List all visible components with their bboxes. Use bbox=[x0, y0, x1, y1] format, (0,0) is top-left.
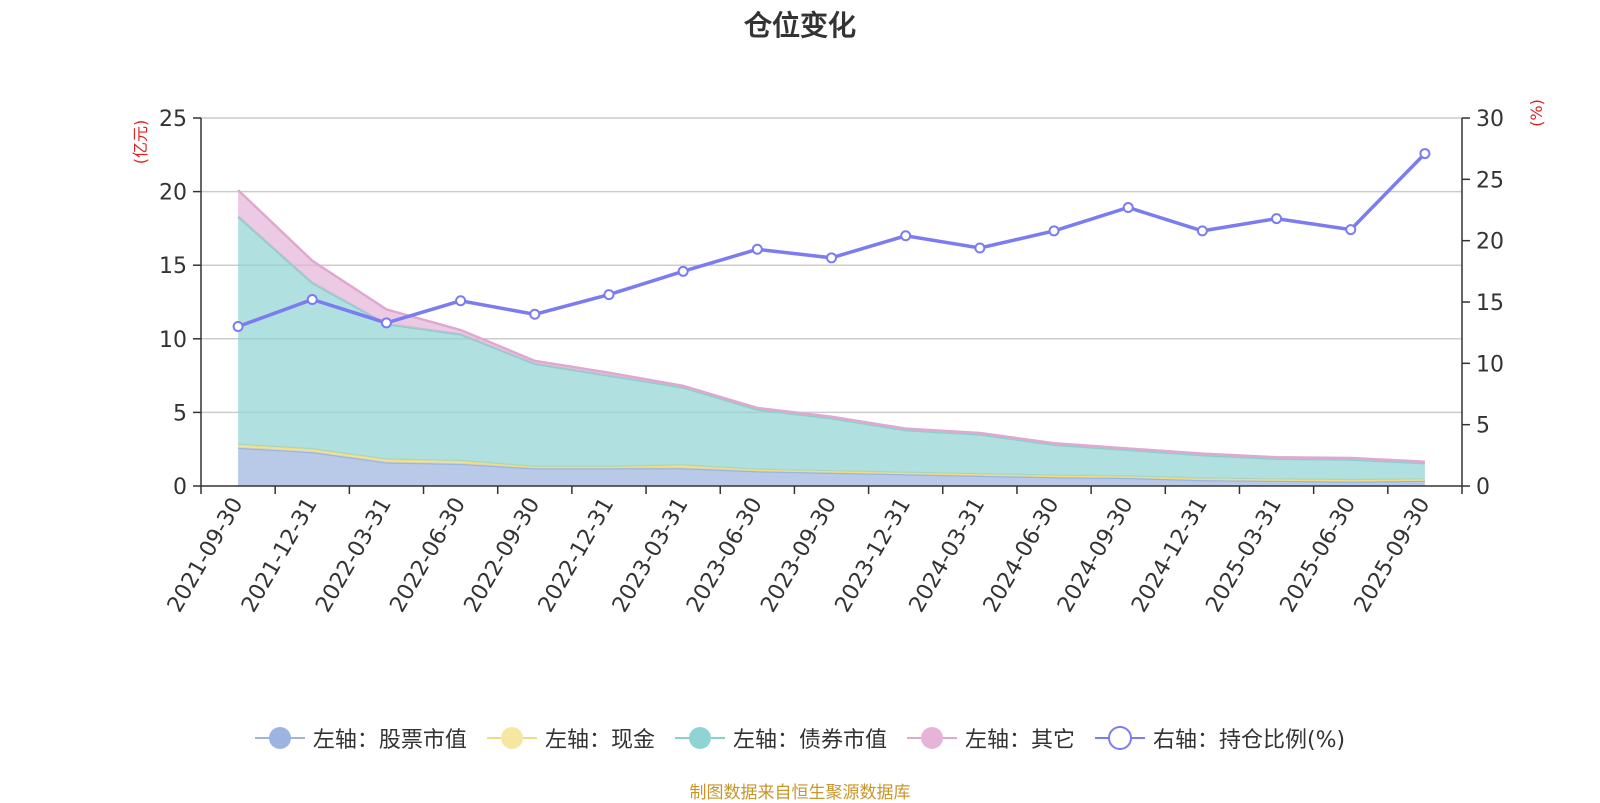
right-tick-label: 30 bbox=[1476, 107, 1504, 132]
legend-item-3[interactable]: 左轴：其它 bbox=[906, 722, 1075, 754]
ratio-point bbox=[826, 252, 837, 264]
legend-item-1[interactable]: 左轴：现金 bbox=[486, 722, 655, 754]
left-axis-unit: (亿元) bbox=[131, 120, 150, 165]
right-tick-label: 15 bbox=[1476, 291, 1504, 316]
legend-swatch-icon bbox=[906, 727, 957, 749]
right-tick-label: 0 bbox=[1476, 475, 1490, 500]
right-tick-label: 10 bbox=[1476, 352, 1504, 377]
left-tick-label: 25 bbox=[159, 107, 187, 132]
legend-item-2[interactable]: 左轴：债券市值 bbox=[674, 722, 887, 754]
legend-swatch-icon bbox=[254, 727, 305, 749]
right-tick-label: 5 bbox=[1476, 414, 1490, 439]
left-tick-label: 10 bbox=[159, 328, 187, 353]
x-tick-label: 2025-06-30 bbox=[1276, 494, 1362, 617]
x-tick-label: 2022-03-31 bbox=[311, 494, 397, 617]
left-tick-label: 5 bbox=[173, 401, 187, 426]
legend: 左轴：股票市值 左轴：现金 左轴：债券市值 左轴：其它 右轴：持仓比例(%) bbox=[0, 722, 1600, 754]
left-tick-label: 15 bbox=[159, 254, 187, 279]
ratio-point bbox=[306, 294, 318, 306]
left-tick-label: 0 bbox=[173, 475, 187, 500]
source-note: 制图数据来自恒生聚源数据库 bbox=[689, 783, 911, 803]
ratio-point bbox=[232, 321, 244, 333]
x-tick-label: 2021-09-30 bbox=[163, 494, 249, 617]
ratio-point bbox=[1196, 225, 1208, 237]
x-tick-label: 2021-12-31 bbox=[237, 494, 323, 617]
ratio-point bbox=[380, 317, 392, 329]
legend-swatch-icon bbox=[1094, 726, 1145, 750]
ratio-point bbox=[1271, 213, 1283, 225]
legend-swatch-icon bbox=[674, 727, 725, 749]
x-tick-label: 2024-09-30 bbox=[1053, 494, 1139, 617]
area-series-2 bbox=[238, 216, 1425, 481]
area-line-3 bbox=[237, 189, 1425, 463]
x-tick-label: 2024-12-31 bbox=[1127, 494, 1213, 617]
x-tick-label: 2022-12-31 bbox=[534, 494, 620, 617]
ratio-point bbox=[677, 265, 689, 277]
chart-title: 仓位变化 bbox=[743, 9, 856, 42]
right-tick-label: 20 bbox=[1476, 230, 1504, 255]
x-tick-label: 2025-09-30 bbox=[1350, 494, 1436, 617]
x-tick-label: 2023-12-31 bbox=[830, 494, 916, 617]
x-tick-label: 2023-03-31 bbox=[608, 494, 694, 617]
legend-label: 左轴：债券市值 bbox=[732, 728, 887, 753]
ratio-point bbox=[1122, 202, 1134, 214]
legend-label: 左轴：现金 bbox=[544, 728, 655, 753]
x-tick-label: 2024-03-31 bbox=[905, 494, 991, 617]
x-tick-label: 2022-09-30 bbox=[460, 494, 546, 617]
x-tick-label: 2025-03-31 bbox=[1201, 494, 1287, 617]
legend-label: 右轴：持仓比例(%) bbox=[1152, 728, 1346, 753]
ratio-point bbox=[974, 242, 986, 254]
ratio-point bbox=[1048, 225, 1060, 237]
legend-swatch-icon bbox=[486, 727, 537, 749]
x-tick-label: 2024-06-30 bbox=[979, 494, 1065, 617]
ratio-point bbox=[751, 243, 763, 255]
ratio-point bbox=[1345, 224, 1357, 236]
ratio-line bbox=[237, 152, 1427, 329]
left-tick-label: 20 bbox=[159, 181, 187, 206]
legend-label: 左轴：股票市值 bbox=[312, 728, 467, 753]
legend-item-4[interactable]: 右轴：持仓比例(%) bbox=[1094, 722, 1346, 754]
x-tick-label: 2023-06-30 bbox=[682, 494, 768, 617]
right-axis-unit: (%) bbox=[1527, 99, 1546, 127]
ratio-point bbox=[900, 230, 912, 242]
legend-item-0[interactable]: 左轴：股票市值 bbox=[254, 722, 467, 754]
right-tick-label: 25 bbox=[1476, 168, 1504, 193]
x-tick-label: 2022-06-30 bbox=[385, 494, 471, 617]
area-series-0 bbox=[238, 447, 1425, 486]
ratio-point bbox=[455, 295, 467, 307]
ratio-point bbox=[1419, 148, 1431, 160]
ratio-point bbox=[529, 308, 541, 320]
x-tick-label: 2023-09-30 bbox=[756, 494, 842, 617]
ratio-point bbox=[603, 289, 615, 301]
legend-label: 左轴：其它 bbox=[964, 728, 1075, 753]
